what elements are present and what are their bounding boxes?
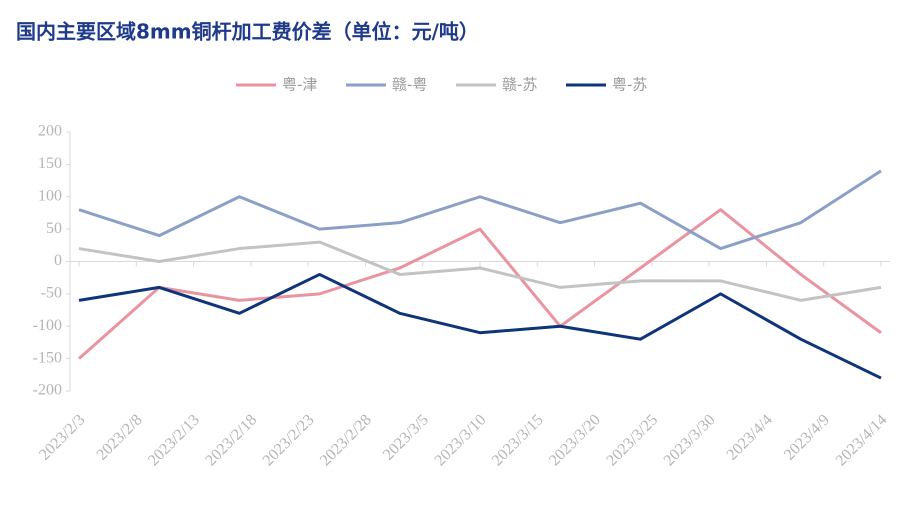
y-tick-label: -200	[33, 382, 62, 399]
y-tick-label: 50	[46, 220, 62, 237]
x-tick-label: 2023/2/3	[36, 411, 88, 463]
y-tick-label: 0	[54, 252, 62, 269]
x-tick-label: 2023/4/14	[833, 411, 891, 469]
x-tick-label: 2023/3/10	[432, 411, 490, 469]
x-tick-label: 2023/2/23	[260, 411, 318, 469]
x-tick-label: 2023/3/20	[546, 411, 604, 469]
x-tick-label: 2023/4/4	[724, 411, 776, 463]
chart-title: 国内主要区域8mm铜杆加工费价差（单位：元/吨）	[16, 20, 479, 44]
y-tick-label: 150	[38, 155, 62, 172]
x-tick-label: 2023/3/25	[603, 411, 661, 469]
legend-label: 赣-苏	[502, 76, 537, 94]
series-line	[78, 208, 882, 360]
x-tick-label: 2023/2/18	[202, 411, 260, 469]
y-tick-label: 100	[38, 187, 62, 204]
x-tick-label: 2023/3/15	[489, 411, 547, 469]
legend-label: 粤-津	[282, 76, 317, 94]
y-tick-label: 200	[38, 123, 62, 140]
y-tick-label: -150	[33, 349, 62, 366]
x-tick-label: 2023/4/9	[781, 411, 833, 463]
x-tick-label: 2023/2/28	[317, 411, 375, 469]
series-line	[78, 169, 882, 251]
legend-label: 粤-苏	[612, 76, 647, 94]
series-line	[78, 272, 882, 380]
legend-label: 赣-粤	[392, 76, 427, 94]
y-tick-label: -100	[33, 317, 62, 334]
x-tick-label: 2023/3/5	[380, 411, 432, 463]
x-tick-label: 2023/2/8	[93, 411, 145, 463]
series-line	[78, 240, 882, 302]
x-tick-label: 2023/2/13	[145, 411, 203, 469]
x-tick-label: 2023/3/30	[661, 411, 719, 469]
y-tick-label: -50	[41, 285, 62, 302]
